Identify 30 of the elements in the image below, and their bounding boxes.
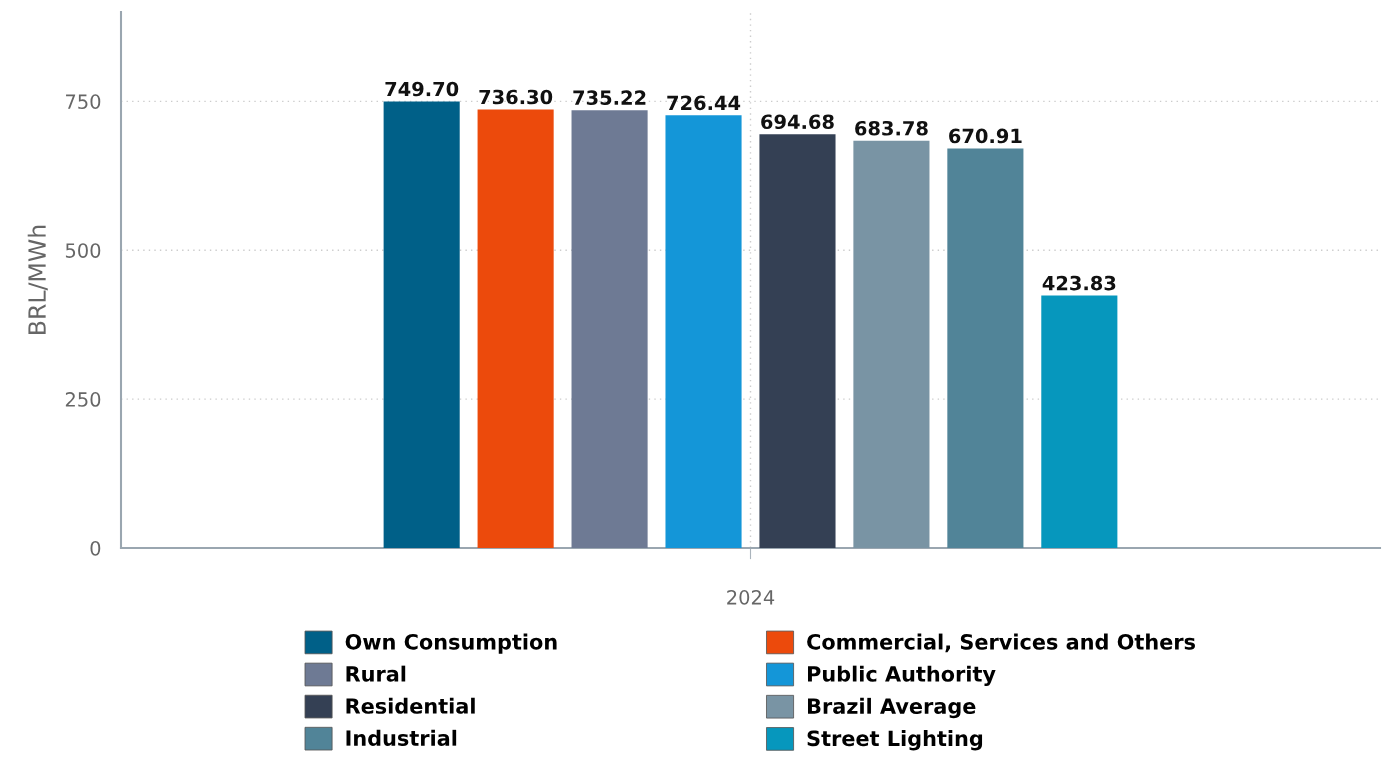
data-label: 749.70 (385, 81, 459, 97)
bar (571, 110, 648, 548)
legend-label: Brazil Average (808, 697, 976, 719)
legend-label: Own Consumption (345, 633, 557, 654)
bar (947, 148, 1024, 548)
y-axis-title: BRL/MWh (27, 225, 48, 334)
bar (477, 109, 554, 548)
x-tick-label: 2024 (727, 590, 775, 605)
legend-label: Residential (346, 697, 475, 714)
data-label: 736.30 (479, 89, 553, 105)
y-tick-label: 250 (65, 392, 101, 407)
legend-label: Commercial, Services and Others (807, 633, 1195, 653)
bar (383, 101, 460, 548)
y-tick-label: 0 (90, 540, 101, 556)
legend-label: Street Lighting (807, 730, 983, 751)
bar (759, 134, 836, 548)
bar (665, 115, 742, 548)
legend-label: Rural (346, 665, 406, 682)
y-tick-label: 750 (66, 94, 101, 109)
legend-label: Industrial (346, 729, 457, 746)
legend-label: Public Authority (808, 665, 996, 686)
data-label: 423.83 (1042, 275, 1116, 291)
data-label: 683.78 (855, 120, 928, 136)
data-label: 735.22 (573, 90, 646, 105)
data-label: 694.68 (761, 114, 834, 130)
data-label: 670.91 (949, 128, 1022, 144)
bar (1041, 295, 1118, 548)
y-tick-label: 500 (65, 243, 101, 258)
bar (853, 140, 930, 548)
data-label: 726.44 (667, 95, 741, 111)
